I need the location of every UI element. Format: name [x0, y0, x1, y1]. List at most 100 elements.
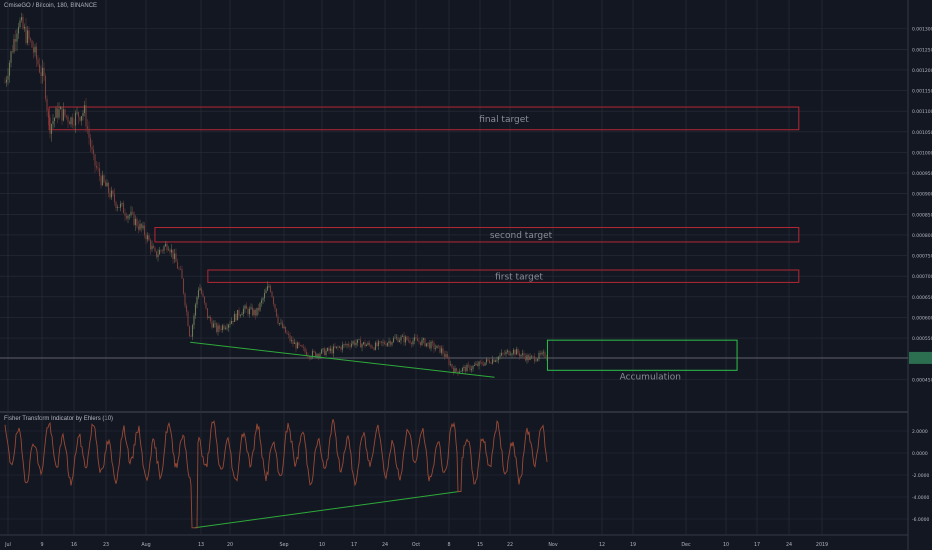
accumulation-box [546, 339, 738, 371]
candle-body [125, 215, 128, 219]
candle-body [55, 108, 57, 119]
annotation-boxes[interactable]: final target second target first target Acc… [48, 106, 800, 382]
candle-body [28, 30, 30, 39]
candle-body [67, 116, 69, 122]
candle-body [268, 286, 270, 287]
price-tick-label: 0.001000 [912, 150, 932, 156]
candle-body [499, 355, 501, 357]
candle-body [254, 309, 257, 316]
candle-body [265, 290, 267, 294]
candle-body [530, 356, 533, 357]
candle-body [85, 105, 87, 127]
candle-body [448, 357, 450, 365]
candle-body [38, 64, 41, 73]
candle-body [421, 339, 423, 346]
candle-body [250, 307, 252, 309]
candle-body [538, 352, 540, 360]
candle-body [184, 293, 186, 306]
candle-body [88, 128, 90, 138]
candle-body [275, 308, 278, 317]
candle-body [331, 348, 333, 354]
candle-body [377, 341, 380, 346]
candle-body [196, 297, 198, 305]
candle-body [269, 286, 272, 292]
candle-body [428, 342, 431, 349]
candle-body [161, 250, 164, 251]
candle-body [512, 349, 515, 354]
candle-body [191, 324, 194, 337]
candle-body [335, 346, 338, 348]
candle-body [398, 340, 401, 343]
candle-body [286, 332, 288, 334]
candle-body [376, 342, 378, 346]
candle-body [539, 352, 542, 355]
candle-body [383, 342, 386, 345]
candle-body [8, 62, 11, 76]
candle-body [59, 107, 62, 110]
candle-body [527, 355, 530, 361]
candle-body [476, 363, 479, 366]
candle-body [430, 341, 432, 349]
candle-body [25, 26, 27, 43]
candle-body [487, 359, 489, 361]
candle-body [389, 341, 392, 345]
candle-body [413, 337, 416, 341]
candle-body [463, 366, 465, 369]
candle-body [287, 333, 290, 335]
candle-body [304, 347, 306, 352]
candle-body [541, 352, 543, 355]
candle-body [424, 338, 426, 347]
time-tick-label: 24 [786, 542, 792, 548]
box-label: first target [495, 273, 543, 283]
candle-body [278, 323, 281, 324]
candle-body [65, 115, 68, 117]
candle-body [289, 334, 291, 341]
candle-body [436, 345, 438, 349]
candle-body [479, 361, 482, 363]
fisher-indicator [4, 419, 548, 529]
candle-body [26, 30, 29, 43]
candle-body [337, 346, 339, 348]
indicator-tick-label: 0.0000 [912, 451, 928, 457]
candle-body [103, 175, 105, 182]
candle-body [155, 251, 158, 257]
candle-body [296, 342, 299, 349]
candle-body [313, 350, 315, 352]
candle-body [343, 344, 345, 345]
candle-body [124, 213, 126, 216]
candle-body [221, 325, 224, 330]
candle-body [329, 348, 332, 351]
candle-body [41, 67, 44, 76]
candle-body [502, 352, 504, 354]
target-box [207, 269, 800, 283]
candle-body [142, 225, 144, 229]
candle-body [347, 344, 350, 346]
candle-body [442, 348, 444, 354]
candle-body [32, 47, 35, 53]
candle-body [185, 305, 188, 312]
candle-body [460, 371, 462, 372]
candle-body [283, 326, 285, 328]
indicator-tick-label: -6.0000 [912, 517, 930, 523]
candle-body [34, 46, 36, 53]
candle-body [172, 249, 174, 259]
candle-body [358, 339, 360, 341]
candle-body [70, 117, 72, 125]
candle-body [419, 341, 422, 346]
trendlines[interactable] [190, 341, 495, 529]
candle-body [514, 349, 516, 355]
candle-body [62, 109, 65, 121]
candle-body [359, 339, 362, 348]
candle-body [472, 365, 474, 369]
candle-body [310, 357, 312, 359]
candle-body [493, 359, 495, 362]
candle-body [128, 215, 131, 216]
candle-body [532, 356, 534, 357]
candle-body [260, 300, 263, 303]
candle-body [166, 243, 168, 251]
candle-body [490, 362, 492, 364]
candle-body [464, 366, 467, 372]
candle-body [446, 354, 449, 358]
candle-body [56, 108, 59, 118]
